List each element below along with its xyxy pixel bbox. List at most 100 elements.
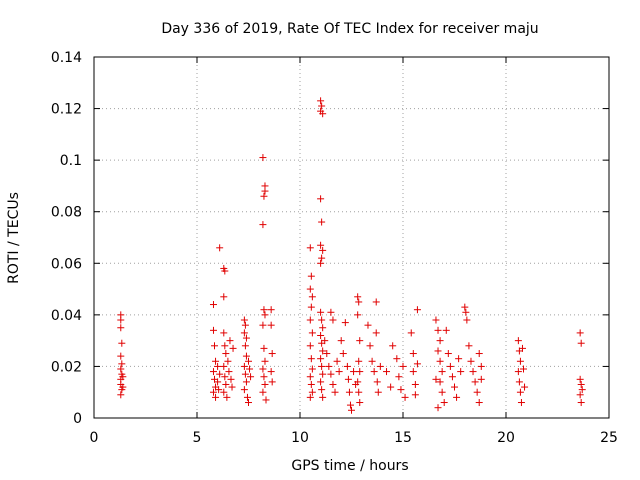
x-tick-label: 10 [291,430,309,446]
data-point [119,383,127,391]
data-point [467,357,475,365]
y-axis-label: ROTI / TECUs [6,192,22,284]
data-point [307,380,315,388]
data-point [317,378,325,386]
y-tick-label: 0.06 [51,256,82,272]
data-point [318,254,326,262]
data-point [515,378,523,386]
data-point [469,368,477,376]
data-point [325,362,333,370]
data-point [214,378,222,386]
data-point [262,396,270,404]
data-point [308,388,316,396]
data-point [319,347,327,355]
data-point [228,383,236,391]
y-tick-label: 0.02 [51,359,82,375]
data-point [577,380,585,388]
data-point [226,337,234,345]
data-point [261,357,269,365]
data-point [317,195,325,203]
data-point [461,303,469,311]
data-point [462,308,470,316]
data-point [240,386,248,394]
data-point [117,352,125,360]
data-point [319,324,327,332]
data-point [389,342,397,350]
points-layer [117,97,586,414]
data-point [343,362,351,370]
data-point [118,339,126,347]
data-point [222,380,230,388]
data-point [372,329,380,337]
data-point [463,316,471,324]
data-point [317,308,325,316]
data-point [261,311,269,319]
data-point [432,316,440,324]
data-point [366,342,374,350]
data-point [520,365,528,373]
data-point [118,360,126,368]
data-point [260,344,268,352]
data-point [259,221,267,229]
data-point [576,375,584,383]
data-point [339,350,347,358]
data-point [318,218,326,226]
data-point [307,355,315,363]
data-point [261,187,269,195]
data-point [345,388,353,396]
data-point [413,360,421,368]
data-point [241,321,249,329]
y-tick-label: 0.1 [60,153,82,169]
data-point [306,285,314,293]
data-point [209,368,217,376]
data-point [306,342,314,350]
data-point [446,362,454,370]
data-point [242,334,250,342]
data-point [411,391,419,399]
data-point [473,388,481,396]
data-point [444,350,452,358]
data-point [355,388,363,396]
data-point [434,404,442,412]
data-point [517,399,525,407]
grid-layer [94,57,609,418]
data-point [373,378,381,386]
y-tick-label: 0.14 [51,50,82,66]
x-tick-label: 0 [90,430,99,446]
data-point [356,368,364,376]
data-point [448,373,456,381]
data-point [306,316,314,324]
data-point [220,293,228,301]
data-point [245,357,252,365]
data-point [317,355,325,363]
data-point [518,344,526,352]
data-point [241,370,249,378]
y-tick-label: 0.08 [51,205,82,221]
data-point [319,393,327,401]
data-point [246,365,254,373]
data-point [247,373,255,381]
data-point [477,362,485,370]
data-point [317,97,325,105]
data-point [355,357,363,365]
data-point [307,272,315,280]
data-point [356,399,364,407]
x-axis-label: GPS time / hours [291,458,408,474]
data-point [267,306,275,314]
data-point [220,329,228,337]
data-point [241,342,249,350]
data-point [331,388,339,396]
data-point [376,362,384,370]
data-point [245,399,252,407]
data-point [346,401,354,409]
data-point [209,326,217,334]
data-point [216,244,224,252]
data-point [409,368,417,376]
data-point [438,388,446,396]
data-point [317,241,325,249]
data-point [576,329,584,337]
x-tick-label: 20 [497,430,515,446]
data-point [224,357,232,365]
data-point [341,319,349,327]
data-point [329,316,337,324]
